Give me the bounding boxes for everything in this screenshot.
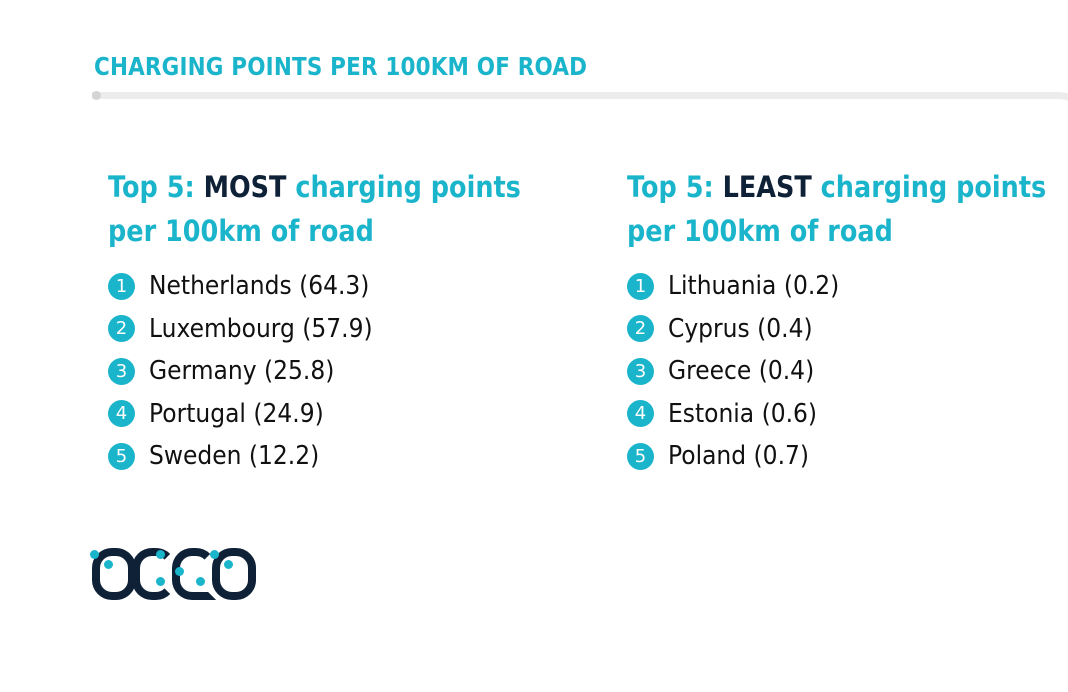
rank-badge: 4 [108, 400, 135, 428]
page-title: CHARGING POINTS PER 100KM OF ROAD [94, 52, 588, 81]
logo-letter-c [132, 540, 176, 600]
content-card [92, 92, 1068, 692]
rank-badge: 3 [627, 357, 654, 385]
list-item: 1 Netherlands (64.3) [108, 265, 577, 308]
list-item: 3 Germany (25.8) [108, 350, 577, 393]
rank-badge: 2 [108, 315, 135, 343]
least-charging-points-section: Top 5: LEAST charging points per 100km of… [627, 165, 1068, 478]
most-charging-points-section: Top 5: MOST charging points per 100km of … [108, 165, 577, 478]
list-item: 5 Poland (0.7) [627, 435, 1068, 478]
least-heading: Top 5: LEAST charging points per 100km of… [627, 170, 1047, 248]
list-item: 3 Greece (0.4) [627, 350, 1068, 393]
rank-badge: 1 [627, 272, 654, 300]
most-heading: Top 5: MOST charging points per 100km of … [108, 170, 521, 248]
rank-badge: 5 [627, 442, 654, 470]
least-list: 1 Lithuania (0.2) 2 Cyprus (0.4) 3 Greece (… [627, 265, 1068, 478]
rank-badge: 2 [627, 315, 654, 343]
logo-letter-a [210, 540, 256, 600]
rank-badge: 4 [627, 400, 654, 428]
list-item: 2 Luxembourg (57.9) [108, 308, 577, 351]
list-item: 2 Cyprus (0.4) [627, 308, 1068, 351]
logo-letter-a [90, 540, 136, 600]
list-item: 5 Sweden (12.2) [108, 435, 577, 478]
divider-dot [92, 91, 101, 100]
acea-logo [90, 540, 256, 600]
rank-badge: 1 [108, 272, 135, 300]
list-item: 1 Lithuania (0.2) [627, 265, 1068, 308]
most-list: 1 Netherlands (64.3) 2 Luxembourg (57.9) 3… [108, 265, 577, 478]
rank-badge: 5 [108, 442, 135, 470]
list-item: 4 Estonia (0.6) [627, 393, 1068, 436]
list-item: 4 Portugal (24.9) [108, 393, 577, 436]
rank-badge: 3 [108, 357, 135, 385]
logo-letter-e [172, 540, 216, 600]
